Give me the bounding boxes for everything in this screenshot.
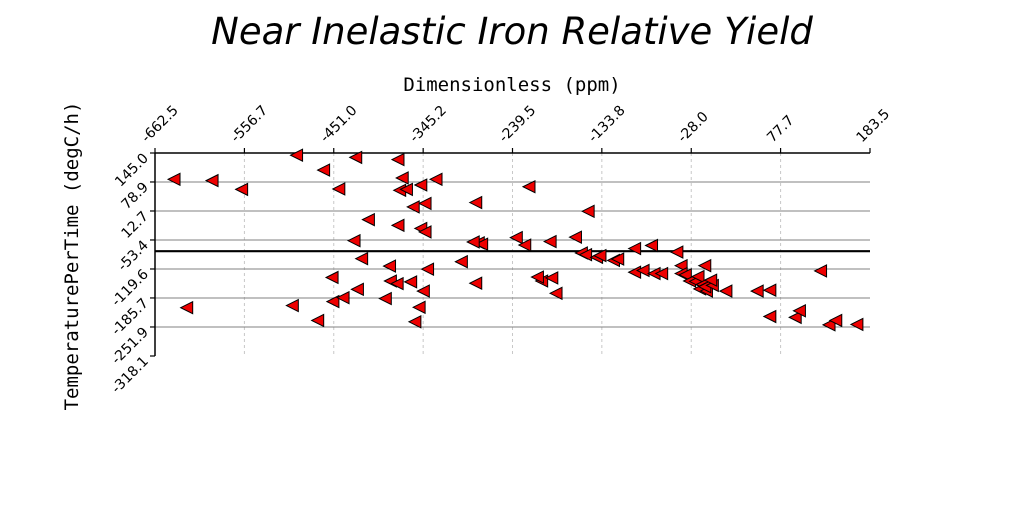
data-point-marker xyxy=(521,179,536,194)
data-point-marker xyxy=(413,178,428,192)
data-point-marker xyxy=(417,196,432,211)
data-point-marker xyxy=(234,182,249,197)
data-point-marker xyxy=(407,314,422,329)
data-point-marker xyxy=(474,237,489,251)
data-point-marker xyxy=(335,290,350,305)
x-ticks: -662.5 -556.7 -451.0 -345.2 -239.5 -133.8 -28.… xyxy=(139,103,894,153)
data-point-marker xyxy=(390,276,404,291)
grid xyxy=(155,153,870,356)
data-point-marker xyxy=(285,298,299,313)
x-tick-label: -662.5 xyxy=(139,103,182,146)
x-tick-label: -28.0 xyxy=(675,109,712,146)
data-point-marker xyxy=(411,300,426,315)
data-point-marker xyxy=(592,248,607,263)
y-tick-label: -53.4 xyxy=(115,237,152,274)
y-tick-label: 12.7 xyxy=(118,209,151,242)
data-point-marker xyxy=(403,275,418,289)
data-point-marker xyxy=(635,263,650,278)
data-point-marker xyxy=(788,310,802,325)
data-point-marker xyxy=(316,163,331,177)
data-point-marker xyxy=(399,182,413,197)
data-point-marker xyxy=(581,204,595,219)
data-point-marker xyxy=(361,212,375,227)
data-point-marker xyxy=(813,264,828,278)
x-tick-label: -556.7 xyxy=(228,103,271,146)
data-point-marker xyxy=(390,152,405,167)
data-point-marker xyxy=(346,233,361,248)
data-point-marker xyxy=(828,313,843,328)
data-point-marker xyxy=(417,225,432,239)
data-point-marker xyxy=(762,283,777,298)
data-point-marker xyxy=(324,270,339,285)
data-point-marker xyxy=(468,195,483,210)
data-point-marker xyxy=(718,284,733,298)
data-point-marker xyxy=(548,286,563,301)
data-point-marker xyxy=(644,238,659,253)
data-point-marker xyxy=(703,273,718,287)
data-point-marker xyxy=(395,171,409,185)
data-point-marker xyxy=(568,230,582,244)
data-point-marker xyxy=(420,262,435,276)
data-point-marker xyxy=(325,294,340,309)
data-point-marker xyxy=(517,238,532,252)
data-point-marker xyxy=(654,266,669,281)
data-point-marker xyxy=(382,259,397,273)
data-point-marker xyxy=(179,300,194,315)
data-point-marker xyxy=(578,247,593,262)
data-point-marker xyxy=(544,271,559,285)
data-point-marker xyxy=(466,235,480,249)
data-point-marker xyxy=(697,258,712,273)
data-point-marker xyxy=(350,282,364,297)
y-tick-label: 145.0 xyxy=(112,151,152,191)
data-point-marker xyxy=(378,291,392,306)
data-point-marker xyxy=(792,303,806,318)
data-point-marker xyxy=(289,148,304,163)
data-point-marker xyxy=(468,276,483,290)
x-axis-label: Dimensionless (ppm) xyxy=(403,74,620,96)
data-point-marker xyxy=(406,200,420,214)
data-point-marker xyxy=(348,150,363,165)
data-point-marker xyxy=(627,241,642,256)
x-tick-label: -239.5 xyxy=(496,103,539,146)
y-ticks: 145.078.912.7-53.4-119.6-185.7-251.9-318… xyxy=(109,151,155,397)
y-axis-label: TemperaturePerTime (degC/h) xyxy=(61,102,83,411)
data-point-marker xyxy=(390,218,405,233)
data-point-marker xyxy=(678,268,692,282)
data-point-marker xyxy=(166,172,181,187)
data-point-marker xyxy=(416,284,430,298)
x-tick-label: 77.7 xyxy=(764,112,797,145)
data-point-marker xyxy=(627,265,642,280)
data-point-marker xyxy=(354,251,369,266)
data-points xyxy=(166,148,864,332)
data-point-marker xyxy=(690,269,705,284)
data-point-marker xyxy=(669,245,684,259)
x-tick-label: 183.5 xyxy=(854,106,894,146)
data-point-marker xyxy=(750,284,764,298)
chart-title: Near Inelastic Iron Relative Yield xyxy=(211,10,813,53)
data-point-marker xyxy=(428,172,443,187)
x-tick-label: -451.0 xyxy=(317,103,360,146)
data-point-marker xyxy=(331,182,346,196)
data-point-marker xyxy=(509,230,523,245)
x-tick-label: -345.2 xyxy=(407,103,450,146)
data-point-marker xyxy=(762,309,777,324)
data-point-marker xyxy=(310,313,325,328)
data-point-marker xyxy=(849,317,864,332)
data-point-marker xyxy=(454,254,468,269)
data-point-marker xyxy=(204,173,219,188)
data-point-marker xyxy=(610,252,625,266)
data-point-marker xyxy=(530,270,544,284)
data-point-marker xyxy=(542,234,557,249)
x-tick-label: -133.8 xyxy=(585,103,628,146)
